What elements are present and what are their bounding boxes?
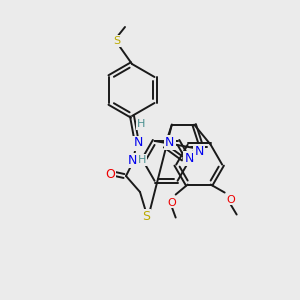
Text: S: S — [113, 36, 121, 46]
Text: H: H — [137, 119, 145, 129]
Text: N: N — [165, 136, 175, 149]
Text: N: N — [127, 154, 137, 166]
Text: N: N — [194, 146, 204, 158]
Text: H: H — [138, 155, 146, 165]
Text: O: O — [226, 194, 235, 205]
Text: N: N — [184, 152, 194, 164]
Text: N: N — [133, 136, 143, 149]
Text: O: O — [105, 167, 115, 181]
Text: S: S — [142, 209, 150, 223]
Text: O: O — [167, 197, 176, 208]
